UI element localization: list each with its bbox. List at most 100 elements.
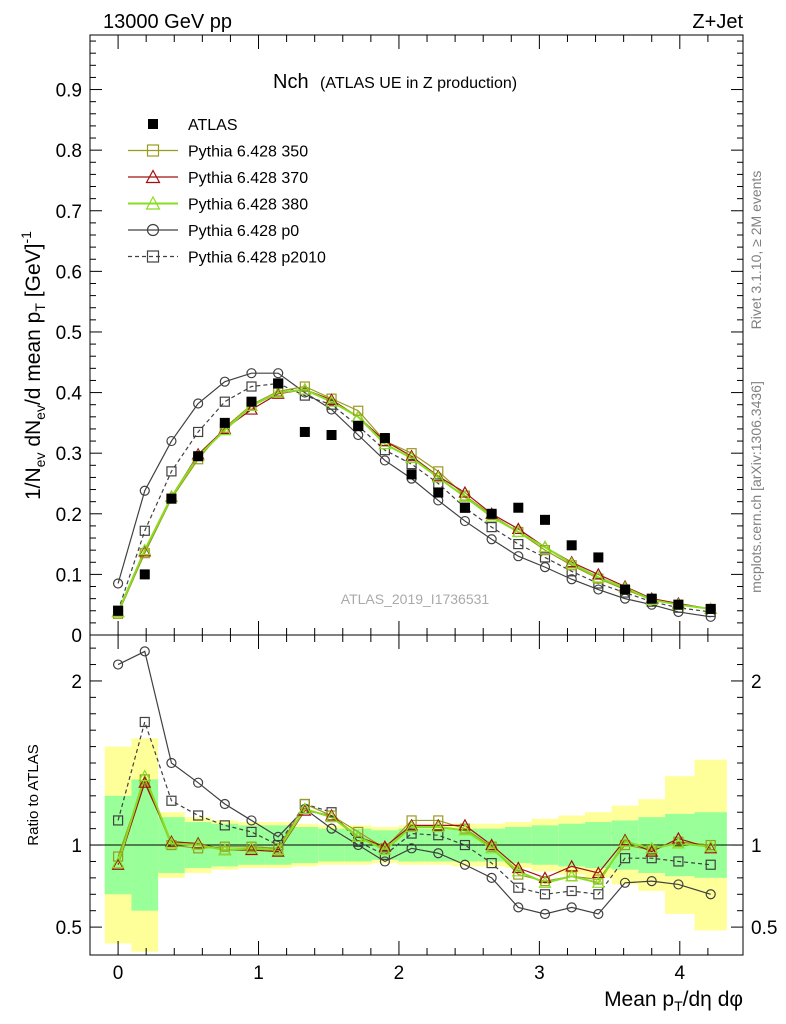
data-point xyxy=(244,841,259,854)
series-line xyxy=(117,372,711,618)
legend: ATLAS Pythia 6.428 350 Pythia 6.428 370 Pyt… xyxy=(128,117,326,267)
data-point xyxy=(539,562,551,573)
data-point xyxy=(539,514,550,525)
data-point xyxy=(620,584,631,595)
header-right: Z+Jet xyxy=(692,11,743,33)
ratio-series-line xyxy=(117,719,711,895)
data-point xyxy=(406,815,417,826)
data-point xyxy=(406,828,417,839)
data-point xyxy=(485,838,499,851)
data-point xyxy=(244,402,259,415)
data-point xyxy=(431,818,445,831)
data-point xyxy=(145,169,161,184)
data-point xyxy=(538,871,552,883)
data-point xyxy=(112,815,124,826)
x-tick-label: 2 xyxy=(394,963,405,984)
data-point xyxy=(219,417,230,428)
data-point xyxy=(219,820,230,831)
data-point xyxy=(619,853,631,864)
data-point xyxy=(406,843,417,854)
data-point xyxy=(246,368,257,379)
series-line xyxy=(117,388,711,613)
data-point xyxy=(246,815,257,826)
data-point xyxy=(148,119,158,129)
data-point xyxy=(433,848,444,859)
y-axis-label-text: 1/Nev dNev/d mean pT [GeV]-1 xyxy=(18,231,48,500)
data-point xyxy=(325,810,339,823)
legend-label: Pythia 6.428 350 xyxy=(188,144,308,161)
header-left: 13000 GeV pp xyxy=(103,11,232,33)
data-point xyxy=(705,859,716,870)
data-point xyxy=(593,552,604,563)
y-tick-label: 0 xyxy=(71,626,82,647)
data-point xyxy=(591,570,605,583)
data-point xyxy=(459,502,470,513)
series-line xyxy=(117,385,711,615)
data-point xyxy=(193,398,204,409)
data-point xyxy=(166,757,177,769)
data-point xyxy=(326,823,337,834)
data-point xyxy=(246,396,257,407)
data-point xyxy=(166,493,177,504)
data-point xyxy=(219,376,230,387)
data-point xyxy=(538,540,552,553)
data-point xyxy=(459,839,471,851)
data-point xyxy=(671,831,685,844)
data-point xyxy=(673,599,684,610)
data-point xyxy=(458,490,472,502)
data-point xyxy=(353,420,364,431)
data-point xyxy=(406,448,417,459)
data-point xyxy=(486,534,497,545)
data-point xyxy=(511,522,525,535)
data-point xyxy=(405,820,419,833)
y-tick-label: 0.1 xyxy=(56,565,82,586)
data-point xyxy=(164,835,178,847)
data-point xyxy=(646,853,657,864)
data-point xyxy=(353,405,364,416)
legend-label: Pythia 6.428 380 xyxy=(188,197,308,214)
data-point xyxy=(618,833,632,846)
data-point xyxy=(139,569,150,580)
data-point xyxy=(511,525,525,538)
ratio-tick-label-right: 0.5 xyxy=(751,918,777,939)
data-point xyxy=(111,857,125,870)
main-series-lines xyxy=(117,372,711,618)
data-point xyxy=(191,836,205,849)
data-point xyxy=(139,646,150,657)
legend-label: Pythia 6.428 370 xyxy=(188,170,308,187)
data-point xyxy=(646,593,657,604)
ratio-tick-label-right: 1 xyxy=(751,836,762,857)
data-point xyxy=(218,843,232,856)
data-point xyxy=(671,836,685,849)
y-tick-label: 0.4 xyxy=(56,384,83,405)
data-point xyxy=(433,466,444,477)
data-point xyxy=(486,858,497,869)
data-point xyxy=(138,769,152,782)
data-point xyxy=(591,876,605,888)
legend-label: Pythia 6.428 p2010 xyxy=(188,250,326,267)
data-point xyxy=(112,578,124,589)
data-point xyxy=(405,449,419,462)
data-point xyxy=(593,889,604,900)
data-point xyxy=(325,394,339,407)
data-point xyxy=(191,838,205,851)
data-point xyxy=(246,381,257,392)
data-point xyxy=(353,839,364,851)
data-point xyxy=(139,485,150,496)
data-point xyxy=(539,552,551,563)
data-point xyxy=(298,803,312,816)
x-tick-label: 1 xyxy=(253,963,264,984)
x-tick-label: 4 xyxy=(675,963,686,984)
data-point xyxy=(271,385,285,398)
data-point xyxy=(351,830,365,842)
data-point xyxy=(593,908,604,920)
data-point xyxy=(566,902,577,913)
data-point xyxy=(704,841,718,854)
data-point xyxy=(458,823,472,836)
data-point xyxy=(513,502,524,513)
data-point xyxy=(326,430,337,440)
data-point xyxy=(139,716,150,728)
ratio-series-line xyxy=(117,650,711,915)
data-point xyxy=(146,223,160,237)
